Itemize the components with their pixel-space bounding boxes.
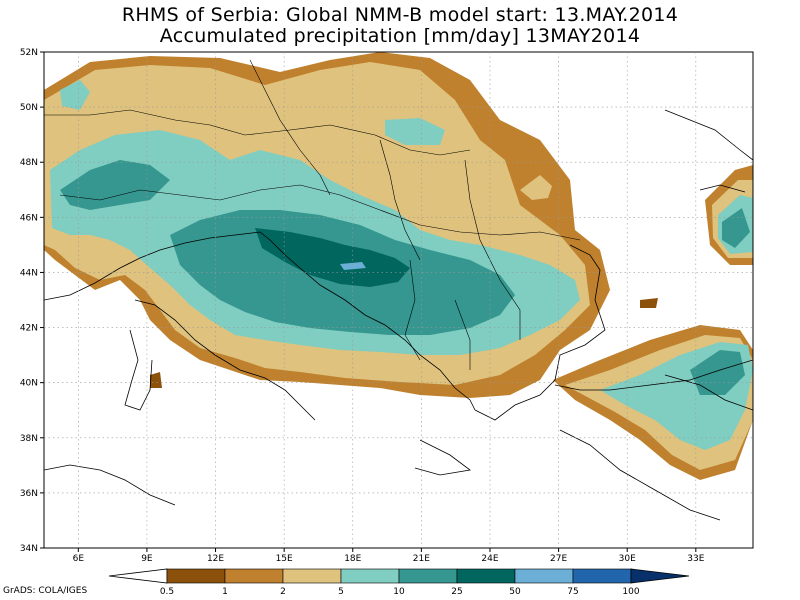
legend-level-label: 75 <box>567 587 578 597</box>
legend-swatch <box>398 568 458 584</box>
legend-level-label: 25 <box>451 587 462 597</box>
lat-label: 38N <box>20 434 38 444</box>
map-subtitle: Accumulated precipitation [mm/day] 13MAY… <box>159 25 641 47</box>
color-legend: 0.5 1 2 5 10 25 50 75 100 <box>108 568 690 597</box>
lon-label: 6E <box>73 554 85 564</box>
longitude-labels: 6E 9E 12E 15E 18E 21E 24E 27E 30E 33E <box>73 554 705 564</box>
lat-label: 34N <box>20 544 38 554</box>
lat-label: 52N <box>20 48 38 58</box>
latitude-labels: 52N 50N 48N 46N 44N 42N 40N 38N 36N 34N <box>20 48 38 554</box>
legend-swatch <box>166 568 226 584</box>
lat-label: 44N <box>20 268 38 278</box>
legend-level-label: 50 <box>509 587 521 597</box>
lat-label: 46N <box>20 213 38 223</box>
lat-label: 36N <box>20 489 38 499</box>
legend-level-label: 5 <box>338 587 344 597</box>
lat-label: 50N <box>20 103 38 113</box>
lat-label: 40N <box>20 379 38 389</box>
precip-band-25-50 <box>255 228 410 287</box>
legend-swatch-high <box>630 568 690 584</box>
coastlines <box>44 109 753 521</box>
legend-level-label: 10 <box>393 587 405 597</box>
legend-swatch <box>224 568 284 584</box>
legend-swatch-low <box>108 568 168 584</box>
lon-label: 24E <box>481 554 498 564</box>
country-borders <box>44 59 581 370</box>
precip-field <box>44 52 753 480</box>
lon-label: 12E <box>207 554 224 564</box>
map-frame <box>43 51 754 549</box>
legend-level-label: 100 <box>622 587 639 597</box>
lat-label: 48N <box>20 158 38 168</box>
legend-swatch <box>456 568 516 584</box>
lon-label: 21E <box>413 554 430 564</box>
lon-label: 27E <box>550 554 567 564</box>
lon-label: 33E <box>687 554 704 564</box>
legend-level-label: 1 <box>222 587 228 597</box>
legend-swatch <box>572 568 632 584</box>
grads-credit: GrADS: COLA/IGES <box>3 586 88 596</box>
lon-label: 15E <box>276 554 293 564</box>
map-title: RHMS of Serbia: Global NMM-B model start… <box>121 4 679 26</box>
lon-label: 18E <box>344 554 361 564</box>
legend-level-label: 2 <box>280 587 286 597</box>
lon-label: 9E <box>141 554 153 564</box>
legend-swatch <box>340 568 400 584</box>
graticule <box>40 51 753 552</box>
legend-swatch <box>514 568 574 584</box>
legend-swatch <box>282 568 342 584</box>
legend-level-label: 0.5 <box>160 587 174 597</box>
lat-label: 42N <box>20 324 38 334</box>
lon-label: 30E <box>619 554 636 564</box>
